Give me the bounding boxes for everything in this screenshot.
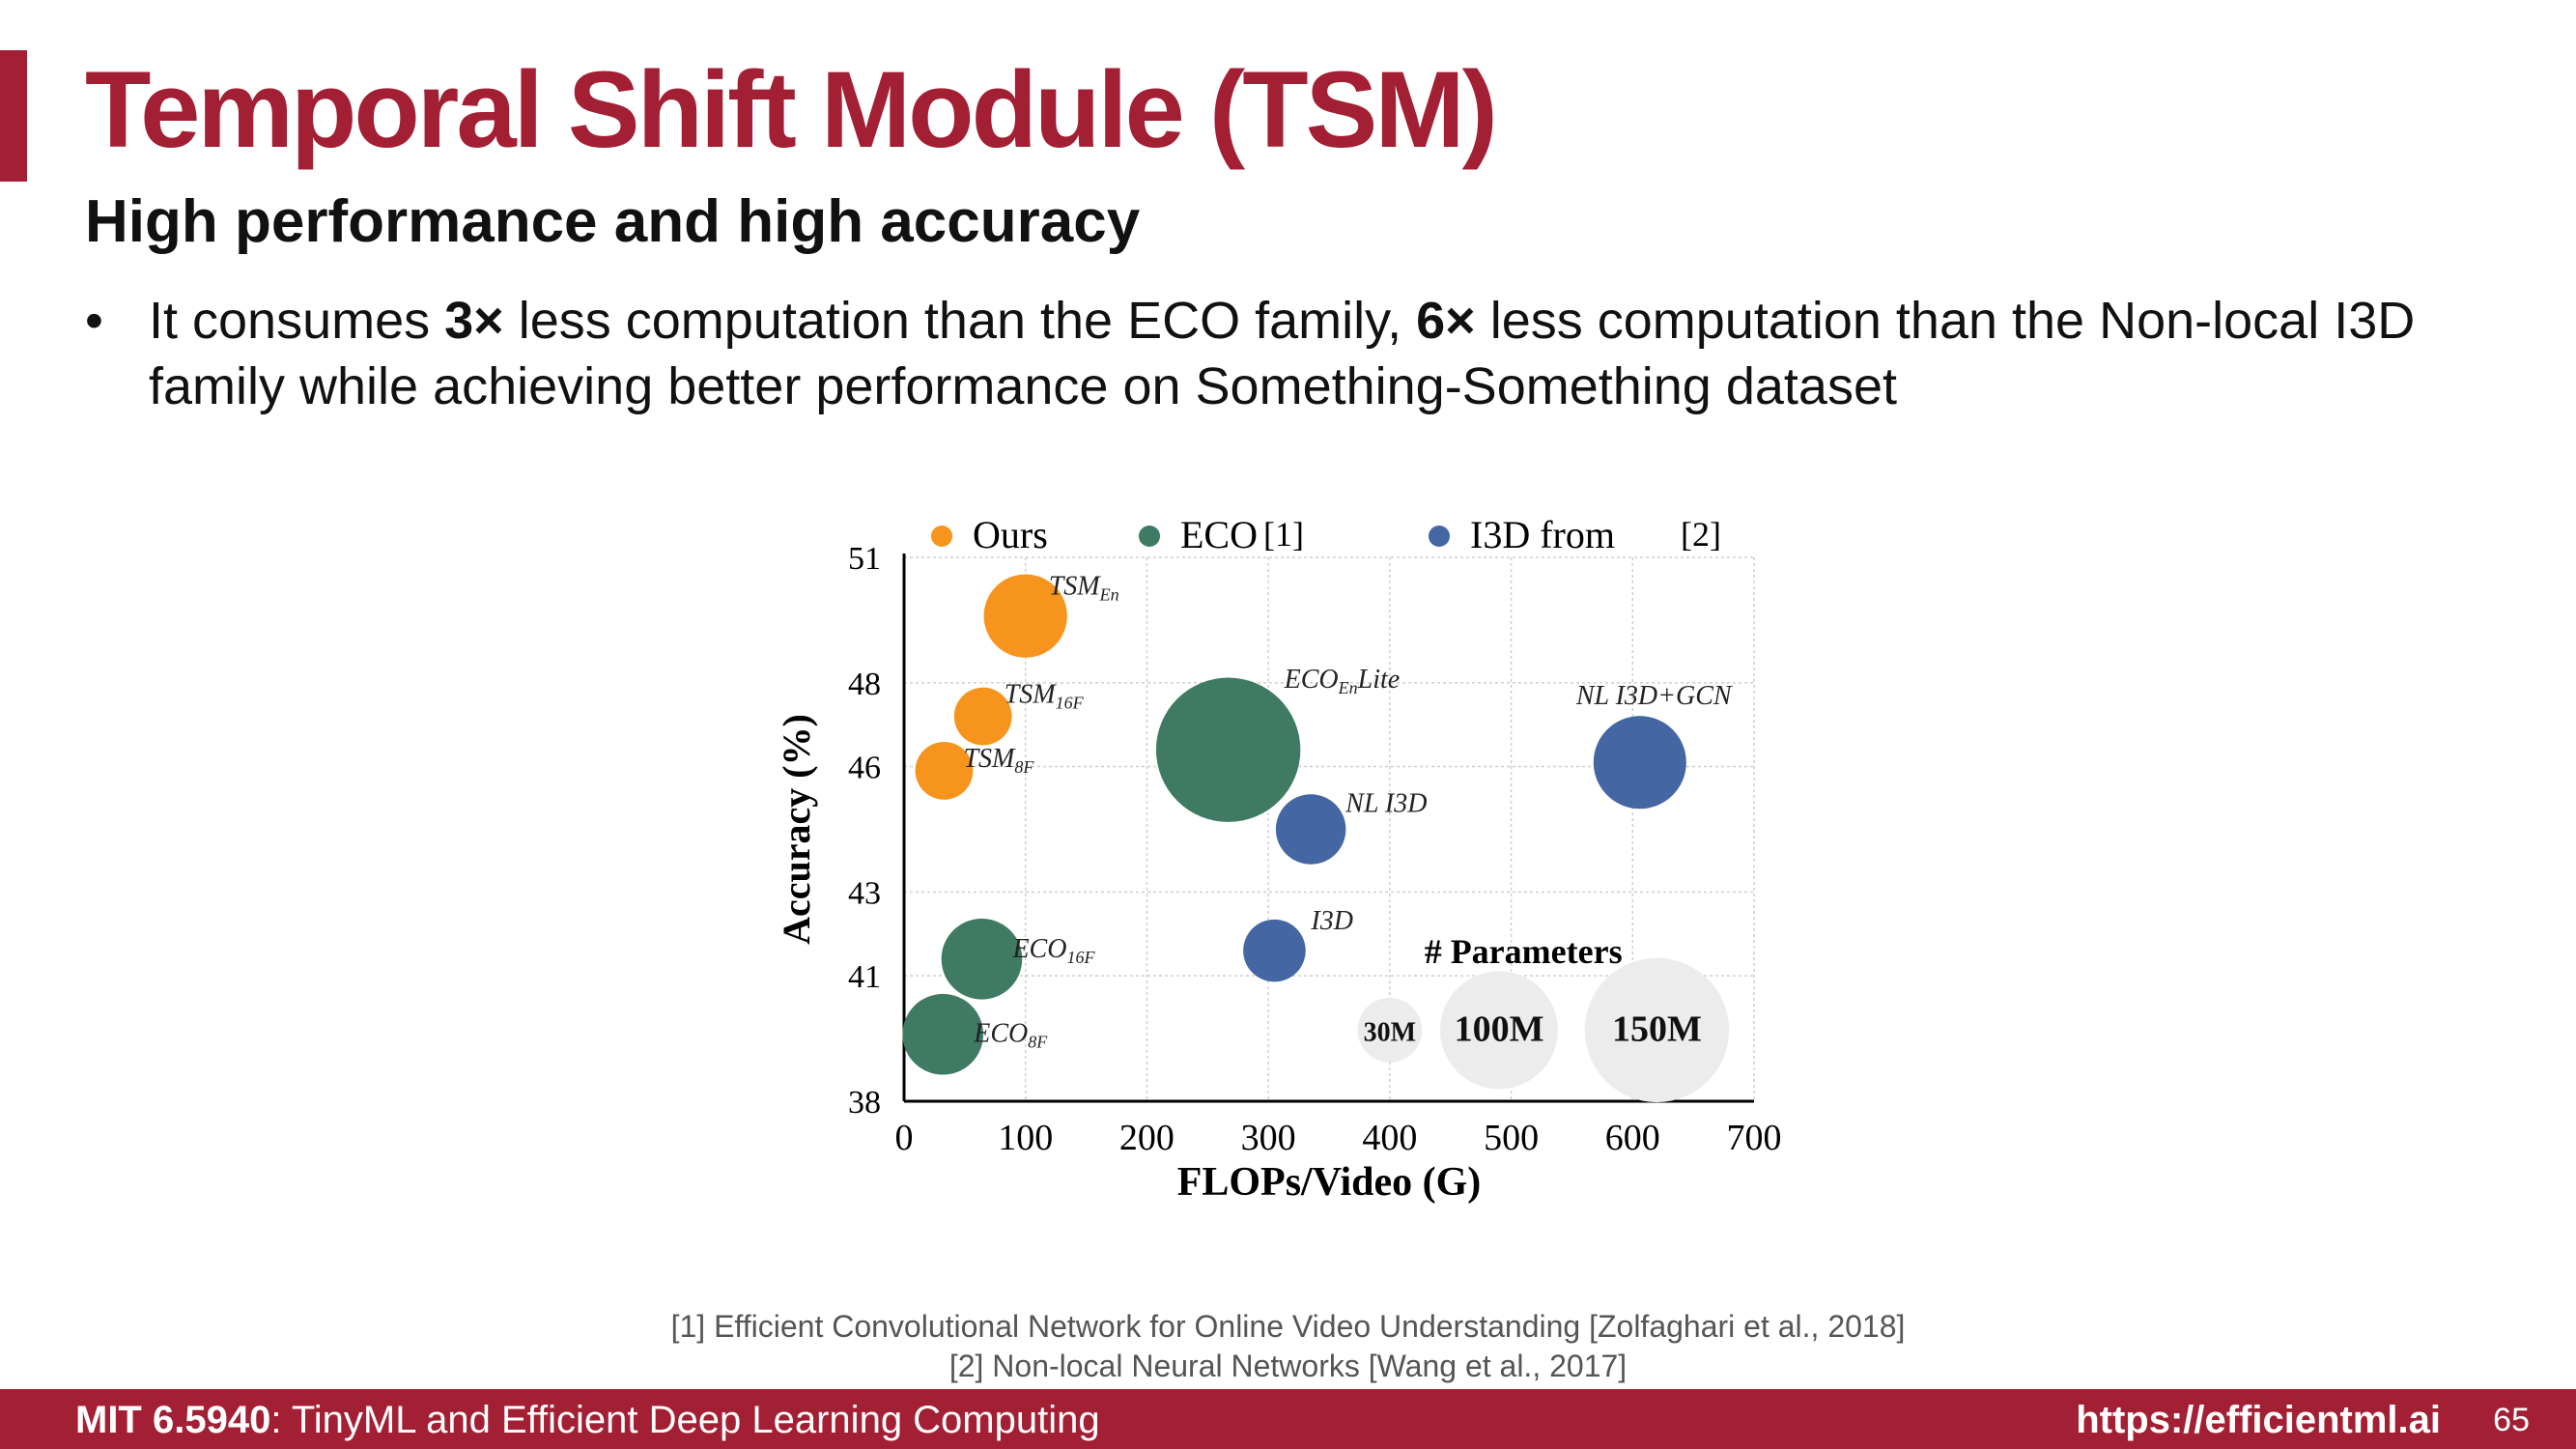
y-tick-label: 48 bbox=[848, 667, 881, 702]
data-point-label: TSM16F bbox=[1005, 680, 1085, 713]
y-axis-label: Accuracy (%) bbox=[775, 714, 818, 945]
legend-marker bbox=[931, 526, 952, 547]
y-tick-label: 51 bbox=[848, 541, 881, 577]
legend-label: ECO bbox=[1180, 513, 1258, 556]
data-point-bubble bbox=[983, 574, 1067, 658]
data-point-bubble bbox=[1275, 794, 1346, 865]
slide-title: Temporal Shift Module (TSM) bbox=[85, 49, 1498, 170]
data-point-bubble bbox=[915, 741, 974, 800]
footer-bar: MIT 6.5940: TinyML and Efficient Deep Le… bbox=[0, 1389, 2576, 1449]
data-point-bubble bbox=[941, 918, 1023, 1000]
size-legend-bubble bbox=[1584, 957, 1730, 1103]
reference-2: [2] Non-local Neural Networks [Wang et a… bbox=[948, 1349, 1628, 1383]
x-tick-label: 300 bbox=[1241, 1118, 1296, 1158]
y-tick-label: 38 bbox=[848, 1085, 881, 1121]
x-tick-label: 0 bbox=[895, 1118, 914, 1158]
legend-label: I3D from bbox=[1470, 513, 1615, 556]
bullet-highlight-eco: 3× bbox=[444, 292, 504, 350]
data-point-label: NL I3D bbox=[1345, 789, 1427, 819]
x-tick-label: 100 bbox=[998, 1118, 1053, 1158]
data-point-bubble bbox=[953, 687, 1012, 746]
size-legend-label: 150M bbox=[1612, 1009, 1702, 1049]
bullet-highlight-i3d: 6× bbox=[1416, 292, 1476, 350]
legend-reference: [1] bbox=[1263, 515, 1304, 554]
size-legend-title: # Parameters bbox=[1425, 932, 1623, 971]
footer-course-name: : TinyML and Efficient Deep Learning Com… bbox=[270, 1399, 1100, 1441]
slide-subtitle: High performance and high accuracy bbox=[85, 188, 1141, 255]
x-tick-label: 700 bbox=[1727, 1118, 1782, 1158]
footer-url-link[interactable]: https://efficientml.ai bbox=[2076, 1399, 2441, 1441]
data-point-label: ECO16F bbox=[1011, 934, 1095, 967]
data-point-label: TSM8F bbox=[963, 744, 1034, 777]
title-accent-bar bbox=[0, 50, 27, 182]
bullet-text-part: less computation than the Non-local I3D … bbox=[149, 292, 2416, 415]
data-point-bubble bbox=[1593, 716, 1686, 810]
size-legend-bubble bbox=[1357, 997, 1423, 1063]
data-point-bubble bbox=[1243, 919, 1306, 982]
page-number: 65 bbox=[2493, 1402, 2530, 1438]
legend-reference: [2] bbox=[1681, 515, 1721, 554]
y-tick-label: 46 bbox=[848, 751, 881, 786]
x-tick-label: 500 bbox=[1484, 1118, 1539, 1158]
x-tick-label: 400 bbox=[1362, 1118, 1417, 1158]
size-legend-label: 30M bbox=[1364, 1017, 1416, 1047]
data-point-label: ECOEnLite bbox=[1284, 665, 1401, 697]
y-tick-label: 41 bbox=[848, 959, 881, 995]
bullet-text: It consumes 3× less computation than the… bbox=[149, 288, 2480, 419]
bullet-point: • It consumes 3× less computation than t… bbox=[85, 288, 2480, 419]
data-point-label: ECO8F bbox=[973, 1019, 1048, 1052]
footer-course: MIT 6.5940: TinyML and Efficient Deep Le… bbox=[75, 1399, 1100, 1442]
reference-1: [1] Efficient Convolutional Network for … bbox=[670, 1309, 1906, 1344]
bullet-text-part: It consumes bbox=[149, 292, 445, 350]
data-point-label: TSMEn bbox=[1049, 572, 1119, 605]
x-axis-label: FLOPs/Video (G) bbox=[1177, 1160, 1482, 1205]
x-tick-label: 600 bbox=[1605, 1118, 1660, 1158]
data-point-bubble bbox=[902, 993, 984, 1075]
data-point-bubble bbox=[1155, 677, 1301, 822]
size-legend-label: 100M bbox=[1455, 1009, 1544, 1049]
size-legend-bubble bbox=[1440, 971, 1558, 1090]
footer-course-code: MIT 6.5940 bbox=[75, 1399, 271, 1441]
legend-marker bbox=[1139, 526, 1160, 547]
data-point-label: NL I3D+GCN bbox=[1575, 681, 1733, 711]
bullet-marker: • bbox=[85, 292, 103, 350]
legend-label: Ours bbox=[973, 513, 1048, 556]
x-tick-label: 200 bbox=[1119, 1118, 1175, 1158]
y-tick-label: 43 bbox=[848, 875, 881, 911]
data-point-label: I3D bbox=[1310, 906, 1353, 936]
bullet-text-part: less computation than the ECO family, bbox=[503, 292, 1417, 350]
legend-marker bbox=[1429, 526, 1450, 547]
bubble-chart: 0 100 200 300 400 500 600 700 38 41 43 46 48 51 FLOPs/… bbox=[775, 513, 1782, 1205]
